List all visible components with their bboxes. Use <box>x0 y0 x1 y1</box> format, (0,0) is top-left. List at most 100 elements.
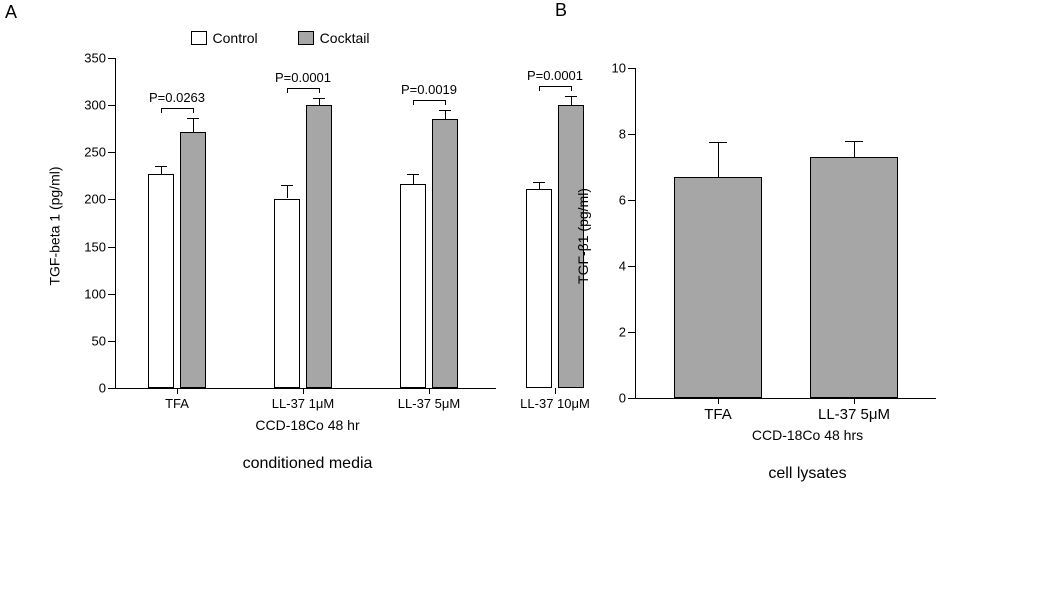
xlabel-b: CCD-18Co 48 hrs <box>635 427 980 443</box>
ytick <box>108 199 116 200</box>
pvalue-label: P=0.0263 <box>149 90 205 105</box>
bar-cocktail <box>306 105 332 388</box>
ytick <box>628 266 636 267</box>
pvalue-label: P=0.0001 <box>275 70 331 85</box>
ytick <box>108 247 116 248</box>
ylabel-a: TGF-beta 1 (pg/ml) <box>47 166 63 285</box>
error-cap <box>187 118 199 119</box>
pvalue-label: P=0.0019 <box>401 82 457 97</box>
bar-control <box>148 174 174 388</box>
error-bar <box>445 110 446 119</box>
error-cap <box>281 185 293 186</box>
pvalue-bracket <box>413 100 445 101</box>
panel-a-label: A <box>5 2 17 23</box>
yticklabel: 10 <box>612 61 626 76</box>
yticklabel: 350 <box>84 51 106 66</box>
xticklabel: TFA <box>704 406 732 423</box>
xtick <box>303 388 304 394</box>
ytick <box>108 341 116 342</box>
ytick <box>628 332 636 333</box>
error-bar <box>718 142 719 177</box>
panel-b: TGF-β1 (pg/ml) 0246810TFALL-37 5μM CCD-1… <box>580 30 980 483</box>
error-bar <box>539 182 540 190</box>
error-bar <box>161 166 162 174</box>
bar <box>674 177 762 398</box>
error-bar <box>571 96 572 105</box>
pvalue-bracket-tick <box>161 108 162 113</box>
xtick <box>429 388 430 394</box>
ytick <box>628 200 636 201</box>
legend-swatch <box>191 31 207 45</box>
pvalue-bracket-tick <box>571 86 572 91</box>
yticklabel: 50 <box>92 333 106 348</box>
error-cap <box>709 142 727 143</box>
xticklabel: LL-37 10μM <box>520 396 590 411</box>
legend-item: Control <box>191 30 258 46</box>
xticklabel: LL-37 5μM <box>398 396 460 411</box>
pvalue-bracket-tick <box>319 88 320 93</box>
chart-a: 050100150200250300350TFAP=0.0263LL-37 1μ… <box>115 58 496 389</box>
legend-swatch <box>298 31 314 45</box>
xticklabel: LL-37 1μM <box>272 396 334 411</box>
yticklabel: 4 <box>619 259 626 274</box>
ylabel-b: TGF-β1 (pg/ml) <box>575 188 591 284</box>
xticklabel: LL-37 5μM <box>818 406 890 423</box>
ytick <box>628 68 636 69</box>
caption-b: cell lysates <box>635 465 980 483</box>
bar-control <box>274 199 300 389</box>
yticklabel: 0 <box>99 381 106 396</box>
yticklabel: 100 <box>84 286 106 301</box>
chart-b: 0246810TFALL-37 5μM <box>635 68 936 399</box>
error-bar <box>287 185 288 198</box>
legend-item: Cocktail <box>298 30 370 46</box>
error-cap <box>533 182 545 183</box>
ytick <box>108 294 116 295</box>
bar-control <box>400 184 426 388</box>
pvalue-bracket-tick <box>193 108 194 113</box>
yticklabel: 6 <box>619 193 626 208</box>
error-cap <box>313 98 325 99</box>
error-bar <box>413 174 414 184</box>
xlabel-a: CCD-18Co 48 hr <box>115 417 500 433</box>
yticklabel: 250 <box>84 145 106 160</box>
bar-control <box>526 189 552 388</box>
ytick <box>628 134 636 135</box>
yticklabel: 150 <box>84 239 106 254</box>
panel-a: ControlCocktail TGF-beta 1 (pg/ml) 05010… <box>60 30 500 483</box>
bar-cocktail <box>180 132 206 388</box>
xtick <box>555 388 556 394</box>
yticklabel: 300 <box>84 98 106 113</box>
ytick <box>108 152 116 153</box>
pvalue-label: P=0.0001 <box>527 68 583 83</box>
error-cap <box>155 166 167 167</box>
error-bar <box>854 141 855 158</box>
ytick <box>108 58 116 59</box>
xtick <box>177 388 178 394</box>
legend-label: Control <box>213 30 258 46</box>
error-cap <box>407 174 419 175</box>
xtick <box>718 398 719 404</box>
panel-b-label: B <box>555 0 567 21</box>
pvalue-bracket-tick <box>539 86 540 91</box>
yticklabel: 8 <box>619 127 626 142</box>
xtick <box>854 398 855 404</box>
yticklabel: 200 <box>84 192 106 207</box>
error-cap <box>565 96 577 97</box>
pvalue-bracket <box>161 108 193 109</box>
pvalue-bracket-tick <box>287 88 288 93</box>
bar-cocktail <box>432 119 458 388</box>
yticklabel: 0 <box>619 391 626 406</box>
error-bar <box>193 118 194 131</box>
pvalue-bracket-tick <box>445 100 446 105</box>
xticklabel: TFA <box>165 396 189 411</box>
yticklabel: 2 <box>619 325 626 340</box>
ytick <box>108 105 116 106</box>
error-bar <box>319 98 320 106</box>
error-cap <box>845 141 863 142</box>
error-cap <box>439 110 451 111</box>
pvalue-bracket-tick <box>413 100 414 105</box>
caption-a: conditioned media <box>115 455 500 473</box>
pvalue-bracket <box>539 86 571 87</box>
ytick <box>108 388 116 389</box>
legend-label: Cocktail <box>320 30 370 46</box>
